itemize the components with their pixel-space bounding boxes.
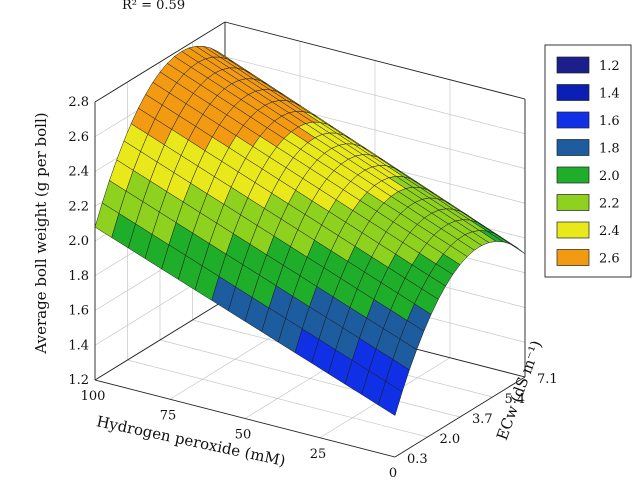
legend-swatch xyxy=(556,221,590,239)
z-tick-label: 1.4 xyxy=(68,338,89,353)
legend-label: 2.0 xyxy=(599,169,620,184)
legend-label: 2.2 xyxy=(599,197,620,212)
legend-swatch xyxy=(556,249,590,266)
y-axis-title: ECw (dS m⁻¹) xyxy=(493,338,546,442)
y-tick-label: 3.7 xyxy=(472,412,493,427)
axis-ticks: 1.2 1.4 1.6 1.8 2.0 2.2 2.4 2.6 2.8 100 75 50 25 0 0.3… xyxy=(68,95,557,481)
box-edge xyxy=(94,379,396,458)
box-edge xyxy=(224,21,526,100)
z-tick-label: 2.0 xyxy=(68,234,89,249)
surface-cell xyxy=(378,380,403,416)
y-tick-label: 5.4 xyxy=(505,392,526,407)
legend-label: 1.2 xyxy=(599,59,620,74)
gridline-floor xyxy=(159,339,461,418)
z-tick-label: 2.6 xyxy=(68,130,89,145)
legend-swatch xyxy=(556,166,590,184)
legend: 1.2 1.4 1.6 1.8 2.0 2.2 2.4 2.6 xyxy=(544,44,632,278)
legend-label: 1.8 xyxy=(599,142,620,157)
z-tick-label: 2.8 xyxy=(68,95,89,110)
legend-label: 2.4 xyxy=(599,224,620,239)
x-tick-label: 25 xyxy=(310,447,327,462)
z-tick-label: 1.2 xyxy=(68,373,89,388)
x-tick-label: 100 xyxy=(81,389,106,404)
y-tick-label: 7.1 xyxy=(537,372,558,387)
legend-label: 1.6 xyxy=(599,114,620,129)
z-tick-label: 1.8 xyxy=(68,269,89,284)
gridline-floor xyxy=(127,359,428,438)
z-axis-title: Average boll weight (g per boll) xyxy=(32,112,50,354)
legend-label: 2.6 xyxy=(599,252,620,267)
legend-swatch xyxy=(556,84,590,101)
legend-label: 1.4 xyxy=(599,87,620,102)
r-squared-annotation: R² = 0.59 xyxy=(122,0,185,13)
box-edge xyxy=(94,299,226,381)
legend-swatch xyxy=(556,139,590,156)
y-tick-label: 0.3 xyxy=(407,452,428,467)
z-tick-label: 1.6 xyxy=(68,304,89,319)
legend-frame xyxy=(544,44,632,278)
legend-swatch xyxy=(556,194,590,211)
x-tick-label: 50 xyxy=(235,428,252,443)
box-edge xyxy=(94,21,226,103)
z-tick-label: 2.2 xyxy=(68,199,89,214)
legend-swatch xyxy=(556,56,590,74)
x-tick-label: 75 xyxy=(160,408,177,423)
box-edge xyxy=(394,376,526,458)
x-tick-label: 0 xyxy=(389,466,397,481)
y-tick-label: 2.0 xyxy=(440,432,461,447)
response-surface xyxy=(94,46,526,416)
z-tick-label: 2.4 xyxy=(68,165,89,180)
x-axis-title: Hydrogen peroxide (mM) xyxy=(95,412,287,470)
legend-swatch xyxy=(556,111,590,129)
